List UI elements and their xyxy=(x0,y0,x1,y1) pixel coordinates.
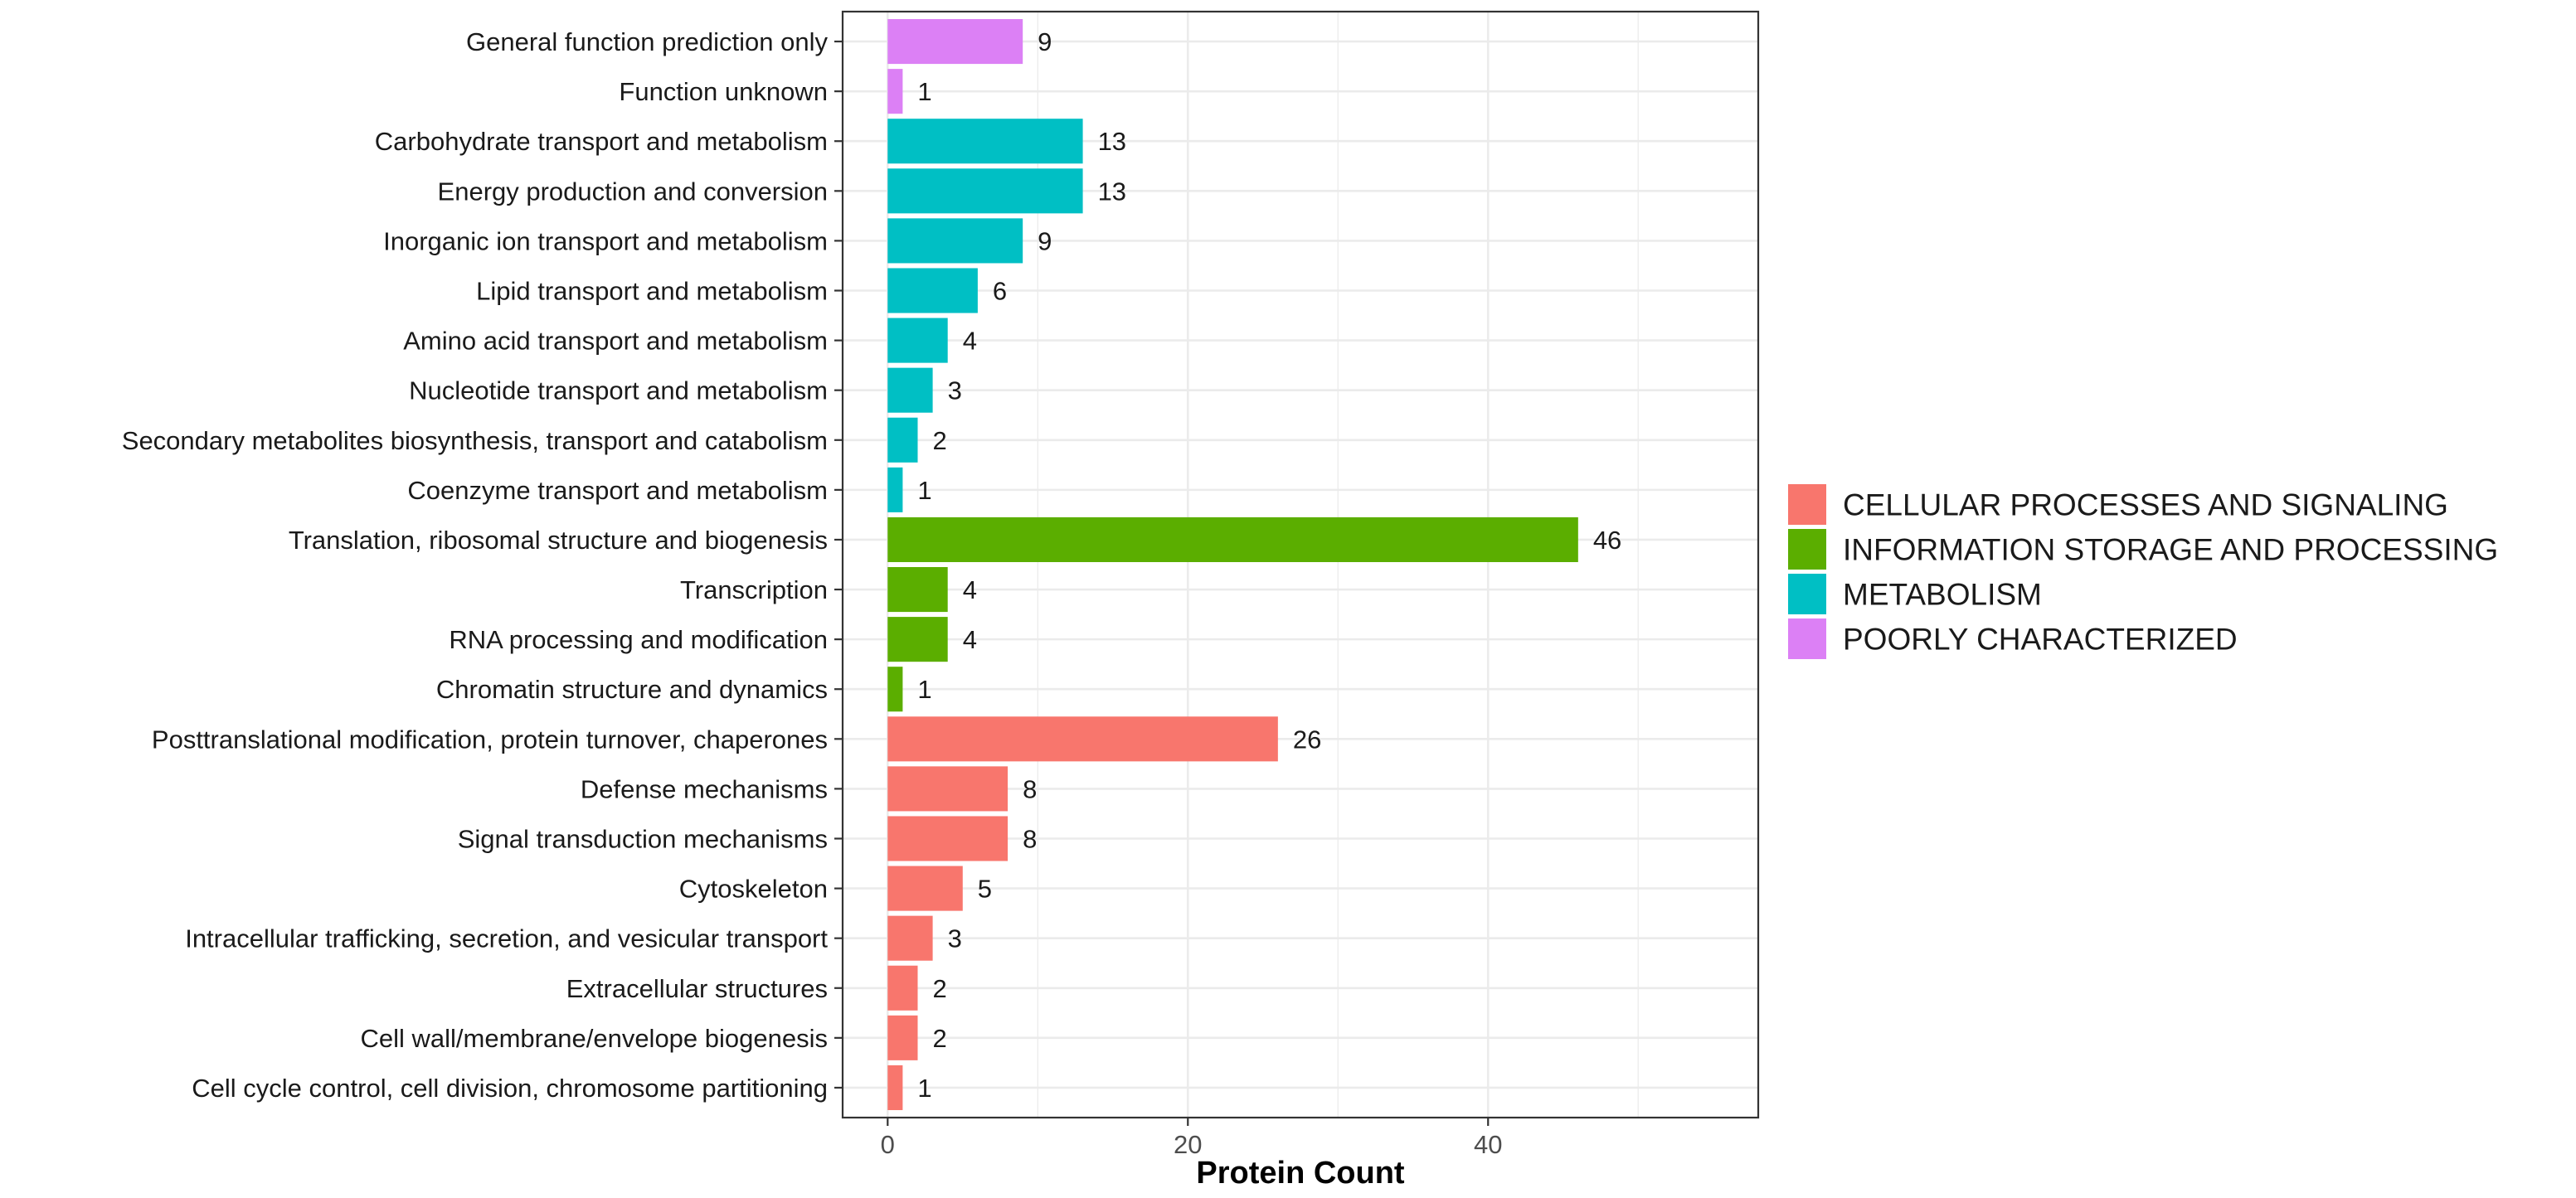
bar xyxy=(887,268,978,313)
category-label: Secondary metabolites biosynthesis, tran… xyxy=(122,426,828,455)
bar xyxy=(887,218,1023,264)
legend: CELLULAR PROCESSES AND SIGNALING INFORMAT… xyxy=(1788,484,2498,659)
bar xyxy=(887,19,1023,65)
bar xyxy=(887,915,933,961)
legend-label: CELLULAR PROCESSES AND SIGNALING xyxy=(1843,488,2448,522)
legend-label: INFORMATION STORAGE AND PROCESSING xyxy=(1843,533,2498,567)
x-tick-label: 40 xyxy=(1474,1130,1502,1159)
bar-value-label: 4 xyxy=(963,625,977,654)
category-label: Coenzyme transport and metabolism xyxy=(407,476,828,505)
category-label: General function prediction only xyxy=(466,27,828,56)
bar xyxy=(887,1015,918,1060)
category-labels: General function prediction only Function… xyxy=(122,27,843,1103)
bar-value-label: 8 xyxy=(1023,824,1037,853)
category-label: Translation, ribosomal structure and bio… xyxy=(289,526,828,555)
bar xyxy=(887,119,1083,164)
category-label: RNA processing and modification xyxy=(449,625,828,654)
bars xyxy=(841,10,1760,1119)
bar xyxy=(887,168,1083,214)
category-label: Intracellular trafficking, secretion, an… xyxy=(185,924,828,953)
bar xyxy=(887,318,948,363)
bar-value-label: 3 xyxy=(948,924,962,953)
category-label: Transcription xyxy=(680,575,828,604)
legend-label: METABOLISM xyxy=(1843,578,2042,612)
category-label: Carbohydrate transport and metabolism xyxy=(375,127,828,156)
category-label: Nucleotide transport and metabolism xyxy=(409,376,828,405)
bar-value-label: 1 xyxy=(917,1074,931,1103)
bar xyxy=(887,367,933,413)
category-label: Energy production and conversion xyxy=(438,177,828,206)
bar xyxy=(887,766,1009,812)
x-axis-ticks: 0 20 40 xyxy=(881,1118,1502,1159)
bar-value-label: 13 xyxy=(1098,127,1126,156)
category-label: Cytoskeleton xyxy=(679,875,828,904)
legend-key xyxy=(1788,529,1826,570)
bar-value-label: 2 xyxy=(932,426,946,455)
category-label: Signal transduction mechanisms xyxy=(458,824,828,853)
bar xyxy=(887,716,1278,762)
bar-value-label: 46 xyxy=(1593,526,1621,555)
legend-key xyxy=(1788,574,1826,614)
bar xyxy=(887,567,948,613)
bar-value-label: 5 xyxy=(978,875,992,904)
x-axis-title: Protein Count xyxy=(1196,1156,1405,1191)
legend-key xyxy=(1788,484,1826,525)
bar xyxy=(887,417,918,463)
bar-value-label: 6 xyxy=(993,277,1007,306)
category-label: Amino acid transport and metabolism xyxy=(403,327,828,356)
category-label: Chromatin structure and dynamics xyxy=(436,675,828,704)
bar-value-label: 1 xyxy=(917,675,931,704)
bar xyxy=(887,816,1009,861)
bar-value-label: 2 xyxy=(932,974,946,1003)
bar xyxy=(887,467,903,512)
bar xyxy=(887,517,1578,562)
bar-value-label: 3 xyxy=(948,376,962,405)
category-label: Lipid transport and metabolism xyxy=(476,277,828,306)
bar-value-label: 8 xyxy=(1023,774,1037,803)
category-label: Defense mechanisms xyxy=(581,774,828,803)
bar-value-label: 2 xyxy=(932,1024,946,1053)
bar xyxy=(887,965,918,1011)
x-tick-label: 0 xyxy=(881,1130,895,1159)
bar xyxy=(887,866,963,911)
legend-label: POORLY CHARACTERIZED xyxy=(1843,623,2238,657)
bar-value-label: 1 xyxy=(917,476,931,505)
category-label: Cell wall/membrane/envelope biogenesis xyxy=(361,1024,828,1053)
bar-value-label: 4 xyxy=(963,575,977,604)
bar-value-label: 9 xyxy=(1038,27,1052,56)
bar xyxy=(887,1065,903,1110)
category-label: Inorganic ion transport and metabolism xyxy=(383,226,828,255)
bar xyxy=(887,69,903,114)
x-tick-label: 20 xyxy=(1174,1130,1202,1159)
category-label: Extracellular structures xyxy=(566,974,828,1003)
bar xyxy=(887,667,903,712)
bar-value-label: 26 xyxy=(1293,725,1321,754)
category-label: Cell cycle control, cell division, chrom… xyxy=(192,1074,828,1103)
plot-border xyxy=(841,10,1760,1119)
bar-value-label: 1 xyxy=(917,77,931,106)
category-label: Posttranslational modification, protein … xyxy=(152,725,828,754)
bar-value-label: 4 xyxy=(963,327,977,356)
category-label: Function unknown xyxy=(619,77,828,106)
bar-value-label: 13 xyxy=(1098,177,1126,206)
legend-key xyxy=(1788,618,1826,659)
bar-value-label: 9 xyxy=(1038,226,1052,255)
bar xyxy=(887,617,948,662)
